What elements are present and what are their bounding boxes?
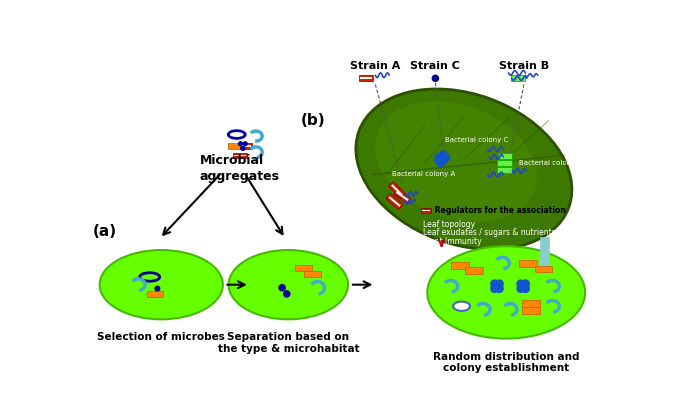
Ellipse shape: [100, 250, 223, 319]
Bar: [451, 262, 469, 269]
Bar: [497, 167, 513, 173]
Circle shape: [517, 280, 525, 288]
Circle shape: [496, 280, 503, 288]
Text: Selection of microbes: Selection of microbes: [97, 332, 225, 343]
Bar: [295, 265, 312, 271]
Text: Leaf topology: Leaf topology: [423, 220, 475, 229]
Circle shape: [491, 285, 498, 292]
Ellipse shape: [356, 89, 572, 249]
Circle shape: [435, 154, 442, 161]
Bar: [388, 196, 401, 207]
Circle shape: [443, 154, 449, 161]
Ellipse shape: [427, 246, 585, 339]
Bar: [497, 160, 513, 166]
Bar: [228, 143, 242, 149]
Circle shape: [439, 155, 446, 162]
Bar: [421, 208, 431, 213]
Bar: [391, 184, 403, 196]
Ellipse shape: [229, 250, 348, 319]
Bar: [521, 300, 540, 307]
Text: Strain C: Strain C: [410, 61, 460, 71]
Circle shape: [437, 160, 444, 166]
Bar: [422, 210, 430, 211]
Text: Strain A: Strain A: [350, 61, 401, 71]
Bar: [360, 78, 372, 79]
Bar: [233, 152, 246, 158]
Bar: [535, 266, 551, 272]
Text: Plant Immunity: Plant Immunity: [423, 237, 481, 246]
Ellipse shape: [453, 302, 470, 311]
Circle shape: [521, 280, 530, 288]
Circle shape: [435, 157, 442, 164]
Text: Bacterial colony C: Bacterial colony C: [445, 137, 508, 143]
Circle shape: [521, 285, 530, 292]
Circle shape: [284, 291, 290, 297]
Text: Separation based on
the type & microhabitat: Separation based on the type & microhabi…: [217, 332, 359, 354]
Bar: [386, 193, 403, 209]
Bar: [519, 260, 537, 267]
Bar: [147, 291, 163, 297]
Bar: [521, 307, 540, 314]
Bar: [511, 75, 525, 82]
Text: Strain B: Strain B: [499, 61, 549, 71]
Bar: [234, 154, 246, 156]
Bar: [498, 153, 511, 159]
Bar: [240, 143, 252, 149]
Text: Bacterial colony A: Bacterial colony A: [392, 171, 456, 177]
Bar: [393, 188, 411, 204]
Bar: [396, 191, 409, 201]
Text: Microbial
aggregates: Microbial aggregates: [200, 154, 280, 183]
Circle shape: [439, 157, 447, 164]
Bar: [241, 145, 251, 147]
Text: (a): (a): [93, 224, 117, 239]
Text: Bacterial colony B: Bacterial colony B: [519, 160, 582, 166]
Circle shape: [155, 286, 160, 291]
Bar: [388, 181, 405, 198]
Bar: [304, 271, 321, 277]
Circle shape: [439, 151, 447, 158]
Circle shape: [517, 285, 525, 292]
Text: Leaf exudates / sugars & nutrients: Leaf exudates / sugars & nutrients: [423, 228, 556, 238]
Bar: [464, 267, 483, 274]
Circle shape: [238, 142, 242, 146]
Circle shape: [433, 75, 439, 82]
Circle shape: [491, 280, 498, 288]
Text: (b): (b): [301, 112, 325, 128]
Circle shape: [279, 285, 285, 291]
Text: Random distribution and
colony establishment: Random distribution and colony establish…: [433, 352, 579, 373]
Circle shape: [496, 285, 503, 292]
Text: Regulators for the association: Regulators for the association: [433, 206, 566, 215]
Circle shape: [241, 147, 245, 150]
Bar: [359, 75, 373, 82]
Ellipse shape: [375, 101, 537, 222]
Circle shape: [243, 142, 247, 146]
